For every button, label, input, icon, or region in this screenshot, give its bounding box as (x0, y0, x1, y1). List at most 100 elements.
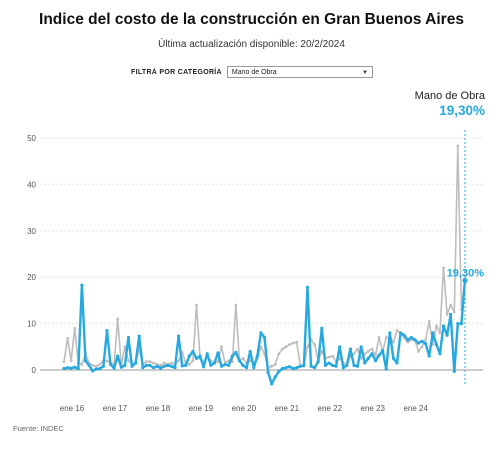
data-point-highlight (255, 354, 259, 358)
data-point-background (195, 303, 198, 307)
x-tick-label: ene 18 (146, 404, 171, 413)
data-point-background (313, 343, 317, 346)
data-point-highlight (334, 364, 338, 368)
x-tick-label: ene 19 (189, 404, 214, 413)
data-point-background (116, 317, 120, 321)
data-point-background (191, 359, 195, 363)
data-point-background (356, 347, 359, 351)
highlight-series-value: 19,30% (439, 103, 485, 118)
data-point-highlight (119, 365, 123, 369)
data-point-highlight (395, 361, 399, 365)
data-point-highlight (191, 349, 195, 354)
data-point-highlight (108, 362, 113, 367)
data-point-highlight (230, 354, 234, 358)
data-point-background (374, 353, 377, 357)
data-point-highlight (373, 359, 378, 363)
data-point-background (273, 363, 277, 366)
data-point-highlight (162, 364, 166, 368)
data-point-background (281, 347, 284, 351)
source-note: Fuente: INDEC (13, 424, 64, 433)
data-point-background (284, 345, 288, 349)
data-point-highlight (323, 363, 327, 367)
data-point-background (187, 363, 191, 366)
data-point-highlight (262, 335, 267, 340)
data-point-background (366, 350, 370, 353)
data-point-highlight (370, 352, 374, 356)
data-point-highlight (91, 369, 95, 373)
data-point-background (105, 359, 109, 363)
data-point-background (220, 345, 223, 349)
data-point-highlight (223, 362, 227, 367)
data-point-highlight (284, 366, 288, 370)
data-point-highlight (398, 331, 403, 335)
data-point-highlight (270, 382, 274, 386)
data-point-highlight (148, 363, 152, 367)
y-tick-label: 30 (27, 227, 36, 236)
data-point-highlight (363, 361, 367, 365)
data-point-highlight (69, 366, 73, 370)
data-point-background (463, 275, 467, 279)
data-point-background (406, 340, 410, 344)
data-point-highlight (227, 363, 231, 367)
data-point-highlight (302, 363, 306, 367)
data-point-highlight (438, 352, 442, 356)
data-point-background (291, 341, 295, 345)
data-point-highlight (381, 348, 385, 353)
data-point-highlight (341, 366, 345, 370)
data-point-background (384, 336, 388, 339)
data-point-highlight (434, 342, 438, 347)
end-value-label: 19,30% (447, 267, 485, 279)
data-point-highlight (424, 341, 428, 346)
data-point-background (170, 361, 173, 365)
data-point-background (417, 350, 420, 353)
data-point-highlight (248, 349, 252, 354)
data-point-highlight (62, 367, 66, 371)
series-line-highlight (63, 280, 467, 386)
data-point-background (320, 350, 324, 353)
data-point-background (352, 352, 356, 356)
data-point-background (445, 312, 449, 316)
data-point-background (327, 355, 331, 359)
data-point-background (270, 364, 274, 368)
category-select[interactable]: Mano de Obra ▼ (226, 66, 373, 78)
data-point-highlight (431, 331, 435, 335)
data-point-background (377, 336, 381, 339)
data-point-highlight (116, 354, 120, 358)
chevron-down-icon: ▼ (361, 70, 368, 76)
data-point-highlight (416, 341, 421, 345)
x-tick-label: ene 16 (60, 404, 85, 413)
x-tick-label: ene 21 (275, 404, 300, 413)
data-point-highlight (80, 283, 84, 287)
data-point-highlight (173, 366, 177, 370)
data-point-highlight (76, 367, 80, 371)
data-point-highlight (316, 360, 320, 364)
data-point-background (420, 345, 424, 349)
data-point-highlight (144, 363, 148, 367)
data-point-highlight (209, 363, 213, 367)
data-point-highlight (87, 363, 91, 367)
data-point-highlight (137, 334, 141, 338)
data-point-highlight (219, 364, 224, 368)
data-point-background (295, 340, 299, 344)
chart-title: Indice del costo de la construcción en G… (39, 11, 464, 28)
data-point-highlight (159, 366, 163, 370)
data-point-highlight (295, 366, 299, 370)
x-tick-label: ene 24 (403, 404, 428, 413)
data-point-background (259, 345, 263, 349)
data-point-highlight (345, 363, 349, 367)
data-point-highlight (123, 363, 127, 367)
data-point-highlight (205, 352, 209, 356)
data-point-highlight (259, 331, 263, 335)
data-point-highlight (134, 361, 138, 365)
data-point-highlight (184, 363, 188, 367)
data-point-highlight (402, 333, 406, 337)
data-point-background (370, 347, 374, 351)
data-point-background (127, 359, 130, 363)
data-point-highlight (252, 366, 256, 370)
data-point-highlight (377, 353, 381, 357)
data-point-highlight (277, 369, 281, 373)
y-tick-label: 40 (27, 180, 36, 189)
data-point-highlight (327, 361, 331, 365)
data-point-highlight (94, 367, 98, 371)
data-point-highlight (280, 367, 285, 371)
